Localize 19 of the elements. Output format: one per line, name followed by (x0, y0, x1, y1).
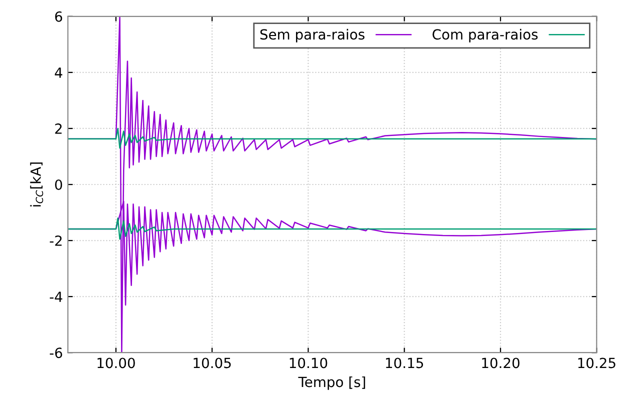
y-tick-label: 0 (55, 179, 62, 190)
y-tick-label: 6 (55, 11, 62, 22)
line-series (68, 217, 597, 240)
legend-label: Sem para-raios (260, 28, 364, 42)
x-tick-label: 10.15 (386, 358, 424, 368)
x-tick-label: 10.20 (482, 358, 520, 368)
x-axis-title: Tempo [s] (298, 376, 366, 390)
y-tick-label: -2 (50, 236, 62, 246)
x-tick-label: 10.10 (290, 358, 328, 368)
y-tick-label: -4 (50, 292, 62, 302)
x-tick-label: 10.00 (98, 358, 135, 368)
y-axis-title: i$_{CC}$[kA] (30, 162, 44, 206)
x-tick-label: 10.05 (194, 358, 231, 368)
y-tick-label: -6 (50, 348, 62, 358)
y-tick-label: 2 (55, 123, 62, 134)
legend-label: Com para-raios (432, 28, 538, 42)
x-tick-label: 10.25 (578, 358, 616, 368)
y-tick-label: 4 (54, 68, 62, 78)
line-series (68, 128, 597, 149)
